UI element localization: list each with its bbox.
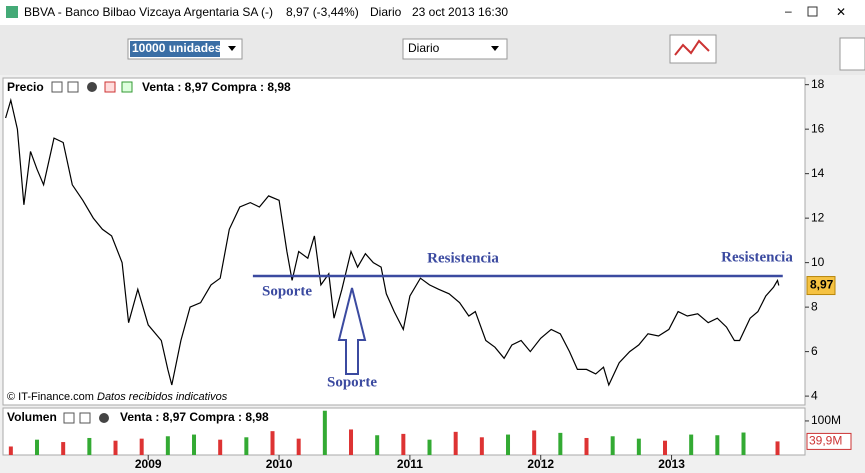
annotation: Soporte <box>262 283 312 299</box>
source-note: Datos recibidos indicativos <box>97 391 228 403</box>
support-arrow <box>337 287 367 375</box>
volume-bar <box>61 442 66 455</box>
volume-bar <box>427 439 432 455</box>
volume-bar <box>558 432 563 455</box>
price-line <box>5 97 780 387</box>
close[interactable]: ✕ <box>836 5 846 19</box>
quantity-highlight <box>130 41 220 57</box>
price-panel-title: Precio <box>7 80 44 94</box>
y-tick-label: 100M <box>811 413 841 427</box>
volume-bar <box>775 441 780 455</box>
volume-bar <box>610 436 615 455</box>
volume-bar <box>584 437 589 455</box>
side-button[interactable] <box>839 37 865 71</box>
volume-bar <box>636 438 641 455</box>
dropdown-arrow <box>491 46 499 51</box>
volume-bar <box>270 431 275 455</box>
app-icon <box>6 6 18 18</box>
annotation: Resistencia <box>427 250 499 266</box>
dropdown-arrow <box>228 46 236 51</box>
icon[interactable] <box>63 412 75 424</box>
last-price-label: 8,97 <box>810 278 834 292</box>
volume-bar <box>8 446 13 455</box>
source: © IT-Finance.com <box>7 391 94 403</box>
x-tick-label: 2013 <box>658 457 685 471</box>
volume-bar <box>139 438 144 455</box>
icon[interactable] <box>51 81 63 93</box>
price-panel <box>2 77 806 406</box>
window-quote: 8,97 (-3,44%) <box>286 5 359 19</box>
volume-bar <box>453 431 458 455</box>
icon[interactable] <box>79 412 91 424</box>
y-tick-label: 4 <box>811 388 818 402</box>
volume-bar <box>218 439 223 455</box>
icon[interactable] <box>67 81 79 93</box>
period-select[interactable] <box>402 38 508 60</box>
y-tick-label: 14 <box>811 166 825 180</box>
volume-bar <box>506 434 511 455</box>
title-bar <box>0 0 865 25</box>
y-tick-label: 18 <box>811 77 825 91</box>
icon[interactable] <box>104 81 116 93</box>
volume-panel-title: Volumen <box>7 410 57 424</box>
volume-bar <box>689 434 694 455</box>
x-tick-label: 2012 <box>527 457 554 471</box>
minimize[interactable]: – <box>785 4 792 18</box>
icon[interactable] <box>87 82 97 92</box>
volume-bar <box>87 437 92 455</box>
y-tick-label: 10 <box>811 255 825 269</box>
volume-bar <box>113 440 118 455</box>
volume-bar <box>244 437 249 455</box>
x-tick-label: 2010 <box>266 457 293 471</box>
volume-bar <box>349 429 354 455</box>
period-text: Diario <box>408 41 440 55</box>
y-tick-label: 6 <box>811 344 818 358</box>
last-volume-box <box>806 432 852 450</box>
annotation: Resistencia <box>721 249 793 265</box>
x-tick-label: 2011 <box>397 457 423 471</box>
window-datetime: 23 oct 2013 16:30 <box>412 5 508 19</box>
panel-icons[interactable] <box>51 81 133 93</box>
price-quote-info: Venta : 8,97 Compra : 8,98 <box>142 80 291 94</box>
x-tick-label: 2009 <box>135 457 162 471</box>
last-price-box <box>806 276 836 296</box>
icon[interactable] <box>121 81 133 93</box>
y-tick-label: 16 <box>811 121 825 135</box>
tool-icon <box>674 39 710 56</box>
window-title: BBVA - Banco Bilbao Vizcaya Argentaria S… <box>24 5 273 19</box>
volume-quote-info: Venta : 8,97 Compra : 8,98 <box>120 410 269 424</box>
y-tick-label: 8 <box>811 299 818 313</box>
volume-bar <box>322 410 327 455</box>
volume-bar <box>35 439 40 455</box>
annotation: Soporte <box>327 374 377 390</box>
volume-bar <box>715 435 720 455</box>
volume-bar <box>192 434 197 455</box>
volume-bar <box>165 436 170 455</box>
quantity-text: 10000 unidades <box>132 41 222 55</box>
volume-bar <box>401 433 406 455</box>
volume-bar <box>663 440 668 455</box>
maximize[interactable] <box>807 6 818 17</box>
volume-bar <box>741 432 746 455</box>
volume-bar <box>479 437 484 455</box>
window-period: Diario <box>370 5 402 19</box>
window-buttons[interactable]: – ✕ <box>785 4 846 19</box>
volume-bar <box>375 435 380 455</box>
volume-bar <box>532 430 537 455</box>
y-tick-label: 12 <box>811 210 825 224</box>
last-volume-label: 39,9M <box>809 434 842 448</box>
panel-icons[interactable] <box>63 412 109 424</box>
volume-bar <box>296 438 301 455</box>
icon[interactable] <box>99 413 109 423</box>
